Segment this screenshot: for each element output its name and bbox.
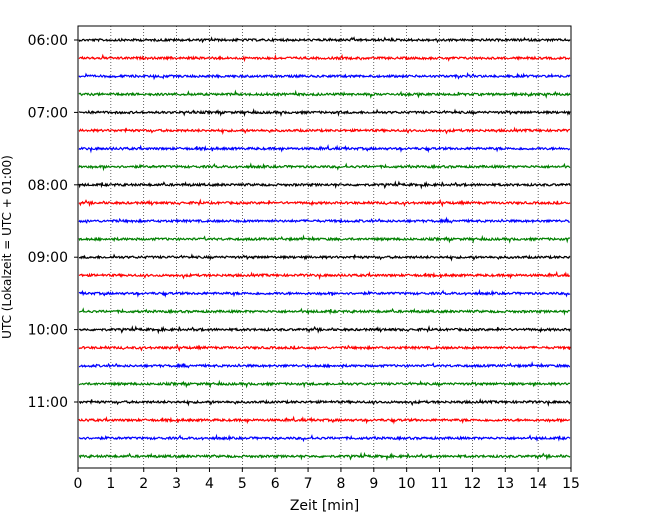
seismic-trace xyxy=(78,253,571,262)
seismic-trace xyxy=(78,398,571,407)
x-tick-label: 7 xyxy=(304,476,313,492)
y-ticks: 06:00 07:00 08:00 09:00 10:00 11:00 xyxy=(28,33,78,411)
traces xyxy=(78,36,571,462)
x-tick-label: 3 xyxy=(172,476,181,492)
seismic-trace xyxy=(78,198,571,208)
x-tick-label: 1 xyxy=(106,476,115,492)
x-tick-label: 11 xyxy=(431,476,449,492)
seismic-trace xyxy=(78,53,571,63)
x-tick-label: 8 xyxy=(336,476,345,492)
x-axis-label: Zeit [min] xyxy=(290,498,359,514)
seismic-trace xyxy=(78,89,571,99)
x-tick-label: 14 xyxy=(529,476,547,492)
seismic-trace xyxy=(78,307,571,316)
x-tick-label: 4 xyxy=(205,476,214,492)
y-tick-label: 08:00 xyxy=(28,178,68,194)
x-ticks: 0 1 2 3 4 5 6 7 8 9 10 11 12 13 14 15 xyxy=(74,468,580,492)
seismic-trace xyxy=(78,180,571,190)
y-axis-label: UTC (Lokalzeit = UTC + 01:00) xyxy=(0,155,14,339)
x-tick-label: 9 xyxy=(369,476,378,492)
seismic-trace xyxy=(78,451,571,462)
y-tick-label: 06:00 xyxy=(28,33,68,49)
x-tick-label: 2 xyxy=(139,476,148,492)
seismic-trace xyxy=(78,433,571,443)
x-tick-label: 13 xyxy=(496,476,514,492)
seismic-trace xyxy=(78,216,570,224)
seismic-trace xyxy=(78,234,571,244)
seismic-trace xyxy=(78,144,571,154)
seismic-trace xyxy=(78,343,571,353)
seismic-trace xyxy=(78,71,571,81)
x-tick-label: 15 xyxy=(562,476,580,492)
seismic-trace xyxy=(78,360,571,369)
seismic-trace xyxy=(78,379,571,389)
seismic-trace xyxy=(78,108,571,118)
plot-frame xyxy=(77,25,572,469)
y-tick-label: 09:00 xyxy=(28,250,68,266)
seismic-trace xyxy=(78,162,571,172)
seismic-trace xyxy=(78,325,571,335)
seismic-trace xyxy=(78,288,571,298)
y-tick-label: 07:00 xyxy=(28,105,68,121)
seismic-trace xyxy=(78,415,571,425)
x-tick-label: 6 xyxy=(271,476,280,492)
x-tick-label: 10 xyxy=(398,476,416,492)
seismic-trace xyxy=(78,270,571,281)
seismic-trace xyxy=(78,36,571,44)
y-tick-label: 11:00 xyxy=(28,395,68,411)
x-tick-label: 12 xyxy=(463,476,481,492)
x-tick-label: 0 xyxy=(74,476,83,492)
y-tick-label: 10:00 xyxy=(28,323,68,339)
x-tick-label: 5 xyxy=(238,476,247,492)
seismic-trace xyxy=(78,126,571,136)
